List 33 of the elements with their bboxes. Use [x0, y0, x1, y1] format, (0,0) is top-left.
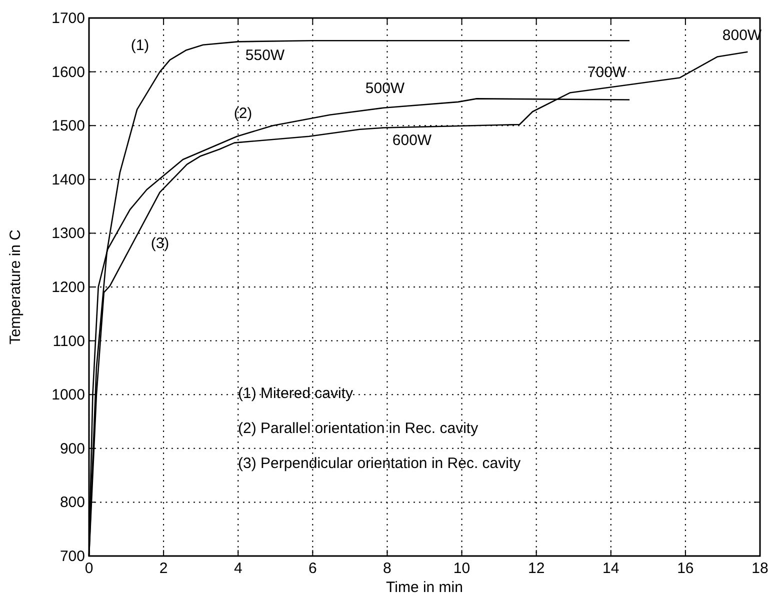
annotation: 700W — [587, 64, 628, 81]
annotation: (2) — [234, 105, 252, 122]
annotation: 550W — [245, 47, 286, 64]
y-tick-label: 700 — [60, 548, 85, 565]
y-tick-label: 900 — [60, 440, 85, 458]
y-tick-label: 800 — [60, 494, 85, 512]
x-tick-label: 2 — [159, 560, 168, 577]
annotation: (1) Mitered cavity — [238, 385, 354, 402]
x-tick-label: 4 — [234, 560, 242, 577]
annotation: (3) Perpendicular orientation in Rec. cavity — [238, 455, 522, 472]
x-tick-label: 14 — [602, 560, 620, 577]
annotation: (1) — [130, 37, 150, 54]
x-tick-label: 6 — [308, 560, 317, 577]
x-tick-label: 18 — [752, 560, 768, 577]
y-tick-label: 1000 — [52, 386, 85, 404]
annotation: (3) — [150, 235, 170, 252]
y-tick-label: 1700 — [52, 10, 85, 27]
x-axis-title: Time in min — [386, 579, 463, 596]
y-axis-title: Temperature in C — [7, 229, 24, 345]
x-tick-label: 8 — [383, 560, 392, 577]
y-tick-label: 1500 — [52, 118, 85, 135]
annotation: 600W — [392, 132, 432, 149]
y-tick-label: 1100 — [52, 332, 85, 350]
x-tick-label: 12 — [528, 560, 545, 577]
annotation: (2) Parallel orientation in Rec. cavity — [238, 420, 479, 437]
y-tick-label: 1300 — [52, 225, 85, 242]
annotation: 500W — [365, 80, 406, 97]
y-tick-label: 1600 — [52, 64, 85, 81]
x-tick-label: 10 — [453, 560, 470, 577]
y-tick-label: 1400 — [52, 171, 85, 188]
x-tick-label: 16 — [677, 560, 694, 577]
x-tick-label: 0 — [84, 560, 94, 577]
y-tick-label: 1200 — [52, 279, 85, 296]
